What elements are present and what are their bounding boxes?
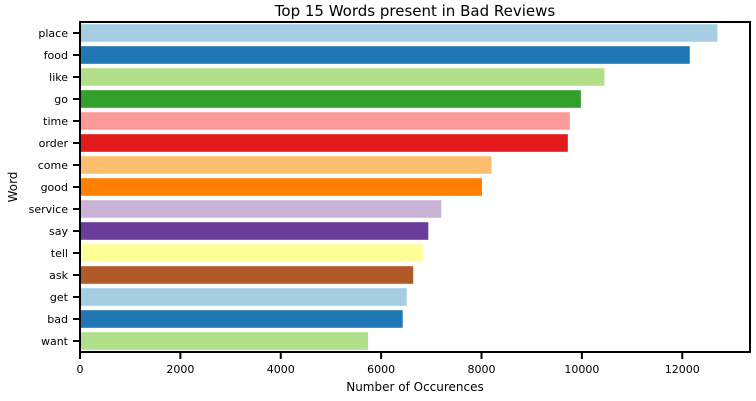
bar-like <box>80 68 605 86</box>
x-axis-label: Number of Occurences <box>346 380 484 394</box>
bar-order <box>80 134 568 152</box>
bar-tell <box>80 244 423 262</box>
y-tick-label: want <box>41 335 69 348</box>
y-tick-label: time <box>43 115 68 128</box>
bar-ask <box>80 266 414 284</box>
bar-time <box>80 112 570 130</box>
bar-place <box>80 24 718 42</box>
bars-group <box>80 24 718 350</box>
y-tick-label: tell <box>51 247 68 260</box>
chart-title: Top 15 Words present in Bad Reviews <box>274 2 556 20</box>
x-tick-label: 12000 <box>665 363 700 376</box>
y-tick-label: get <box>50 291 69 304</box>
x-tick-label: 4000 <box>267 363 295 376</box>
x-tick-label: 0 <box>77 363 84 376</box>
y-tick-label: service <box>29 203 69 216</box>
y-tick-label: come <box>38 159 68 172</box>
x-tick-label: 8000 <box>467 363 495 376</box>
y-tick-label: ask <box>49 269 68 282</box>
bar-say <box>80 222 429 240</box>
x-tick-label: 6000 <box>367 363 395 376</box>
x-ticks-group: 0 2000 4000 6000 8000 10000 12000 <box>77 352 700 376</box>
y-tick-label: good <box>41 181 68 194</box>
bar-bad <box>80 310 403 328</box>
bar-want <box>80 332 369 350</box>
y-ticks-group: place food like go time order come good service s… <box>29 27 80 348</box>
y-axis-label: Word <box>6 172 20 203</box>
plot-frame <box>79 21 751 353</box>
y-tick-label: food <box>44 49 68 62</box>
y-tick-label: like <box>49 71 68 84</box>
x-tick-label: 10000 <box>564 363 599 376</box>
bar-food <box>80 46 690 64</box>
bar-go <box>80 90 581 108</box>
y-tick-label: say <box>49 225 68 238</box>
bar-service <box>80 200 442 218</box>
y-tick-label: go <box>54 93 68 106</box>
y-tick-label: place <box>38 27 68 40</box>
y-tick-label: bad <box>47 313 68 326</box>
bar-get <box>80 288 407 306</box>
y-tick-label: order <box>39 137 69 150</box>
bar-come <box>80 156 492 174</box>
x-tick-label: 2000 <box>166 363 194 376</box>
bar-good <box>80 178 482 196</box>
